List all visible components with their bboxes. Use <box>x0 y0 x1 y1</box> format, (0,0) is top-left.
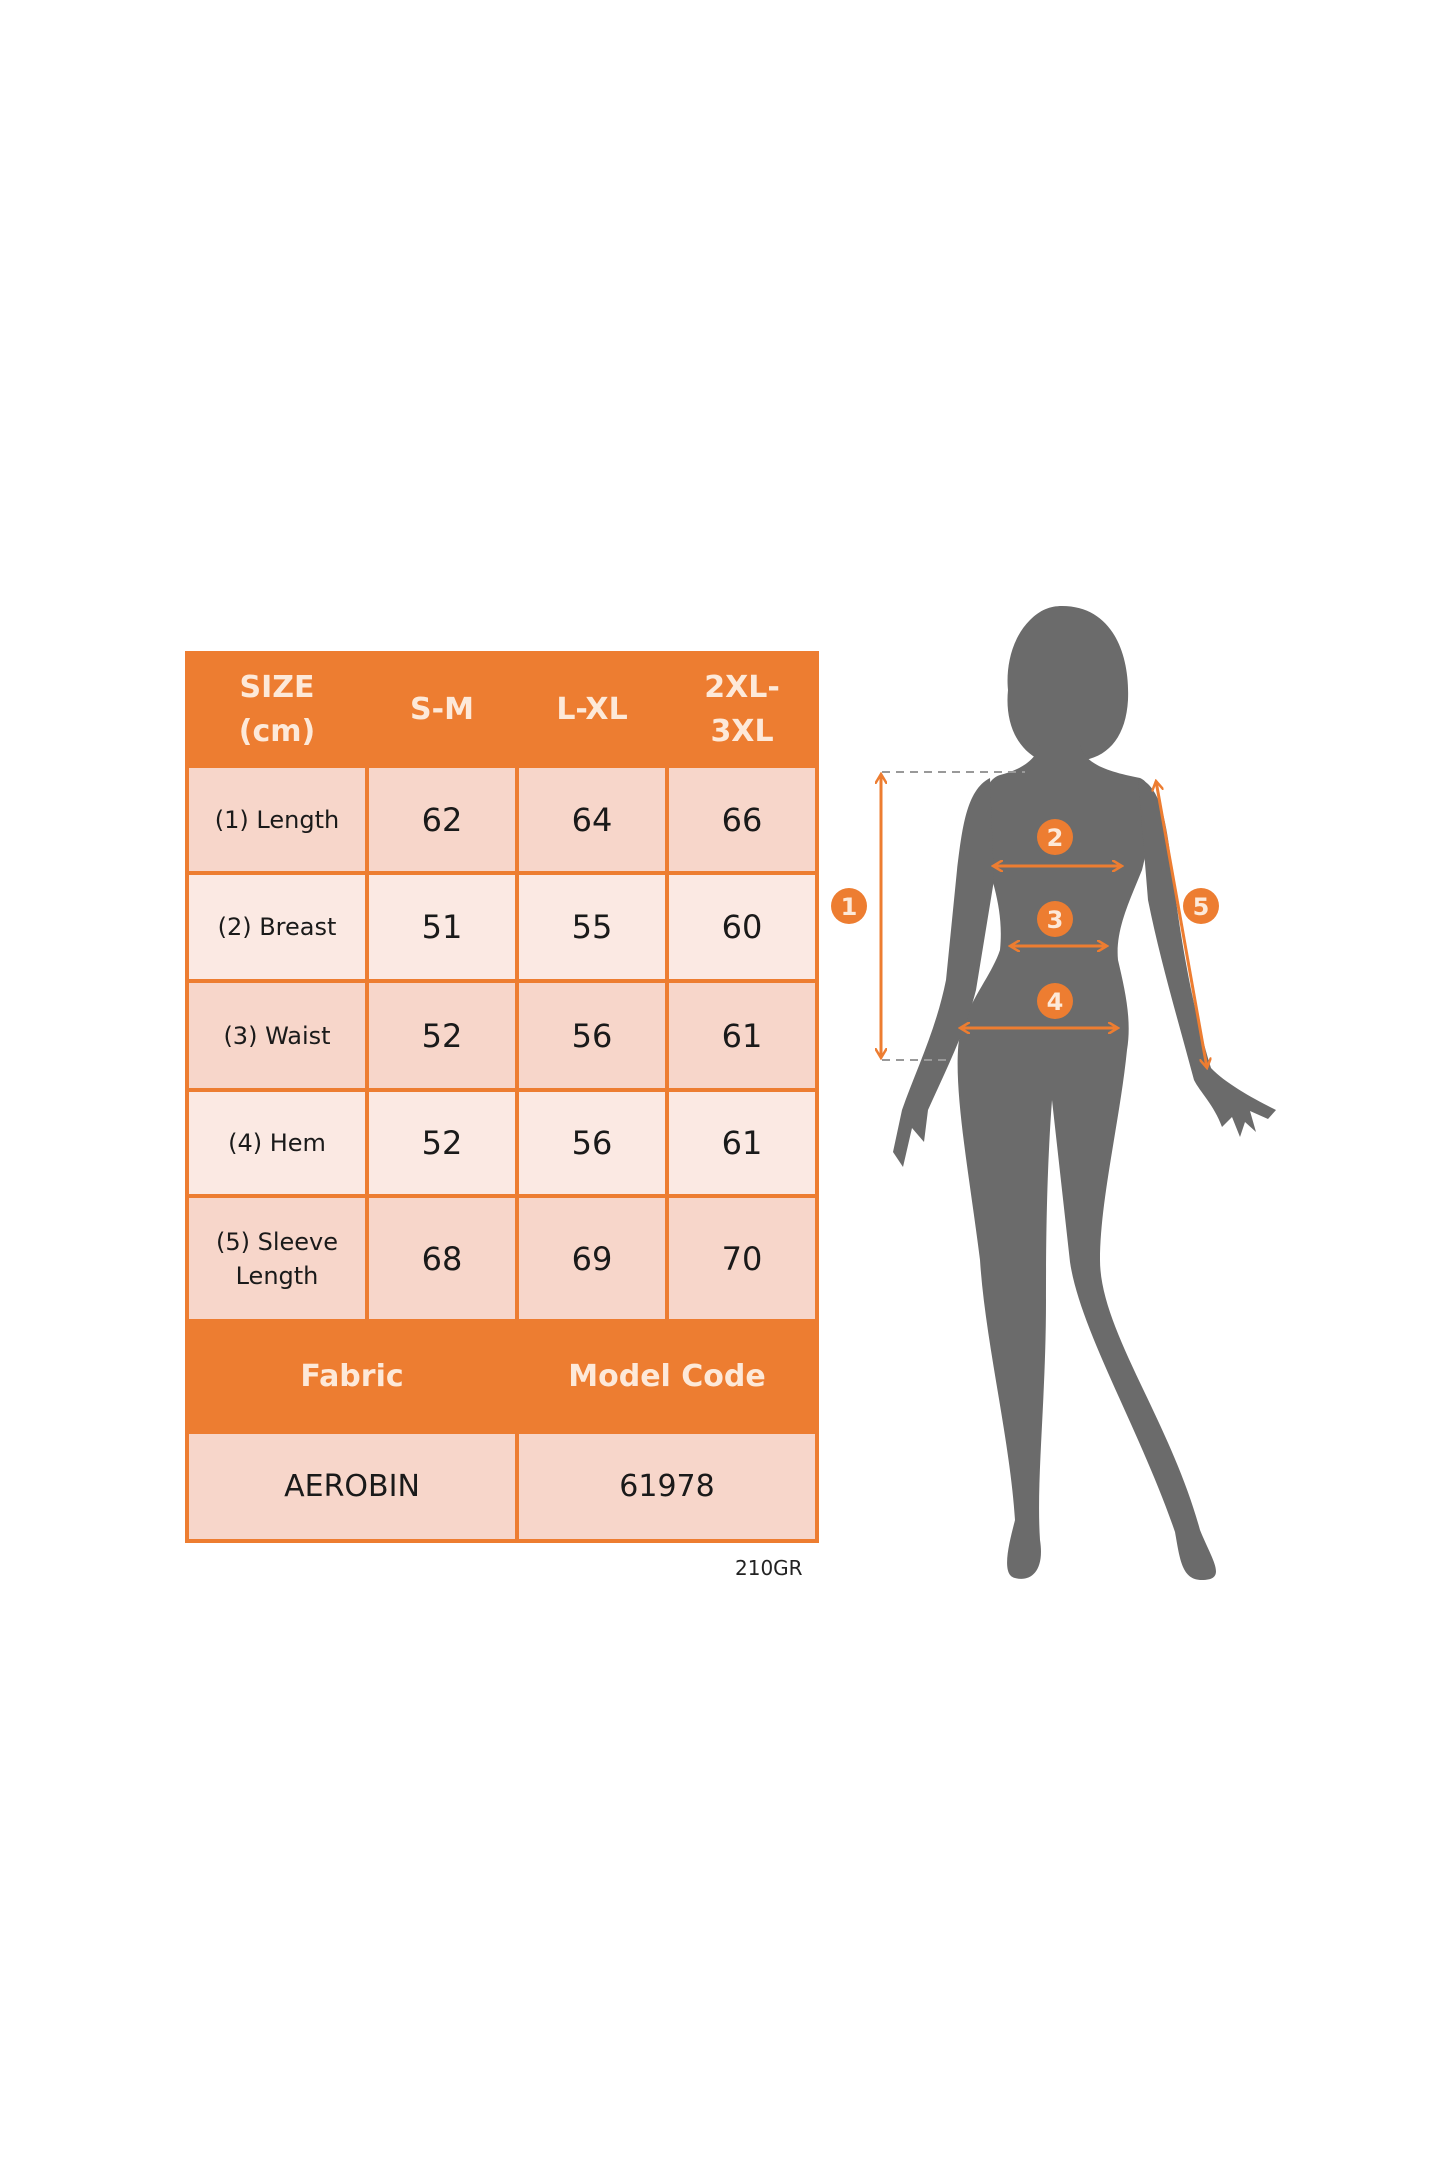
marker-label: 4 <box>1047 988 1064 1016</box>
marker-3: 3 <box>1037 901 1073 937</box>
table-cell: 56 <box>515 1088 669 1198</box>
table-row: (3) Waist 52 56 61 <box>185 979 819 1092</box>
row-label: (2) Breast <box>185 871 369 983</box>
row-label: (1) Length <box>185 764 369 875</box>
guide-lines <box>882 771 1025 1061</box>
size-chart-table: SIZE (cm) S-M L-XL 2XL- 3XL (1) Length 62 … <box>185 651 819 1543</box>
measurement-arrows <box>881 774 1207 1068</box>
size-2xl-3xl-header: 2XL- 3XL <box>665 651 819 768</box>
table-cell: 61 <box>665 979 819 1092</box>
model-code-value: 61978 <box>515 1430 819 1543</box>
table-cell: 55 <box>515 871 669 983</box>
sleeve-arrow <box>1156 781 1207 1068</box>
silhouette <box>893 606 1276 1580</box>
marker-4: 4 <box>1037 983 1073 1019</box>
table-cell: 51 <box>365 871 519 983</box>
table-cell: 70 <box>665 1194 819 1323</box>
torso-legs-shape <box>957 745 1216 1580</box>
row-label: (4) Hem <box>185 1088 369 1198</box>
table-cell: 62 <box>365 764 519 875</box>
row-label: (3) Waist <box>185 979 369 1092</box>
head-shape <box>1007 606 1129 760</box>
size-s-m-header: S-M <box>365 651 519 768</box>
marker-2: 2 <box>1037 819 1073 855</box>
table-cell: 64 <box>515 764 669 875</box>
footer-code: 210GR <box>735 1556 803 1580</box>
row-label: (5) Sleeve Length <box>185 1194 369 1323</box>
table-row: (2) Breast 51 55 60 <box>185 871 819 983</box>
info-value-row: AEROBIN 61978 <box>185 1430 819 1543</box>
size-unit-header: SIZE (cm) <box>185 651 369 768</box>
size3-line1: 2XL- <box>704 669 780 705</box>
marker-label: 1 <box>841 893 858 921</box>
table-cell: 60 <box>665 871 819 983</box>
table-header-row: SIZE (cm) S-M L-XL 2XL- 3XL <box>185 651 819 768</box>
table-cell: 68 <box>365 1194 519 1323</box>
table-row: (1) Length 62 64 66 <box>185 764 819 875</box>
fabric-header: Fabric <box>185 1319 519 1434</box>
table-cell: 52 <box>365 979 519 1092</box>
size-header-line2: (cm) <box>238 713 316 749</box>
marker-label: 2 <box>1047 824 1064 852</box>
model-code-header: Model Code <box>515 1319 819 1434</box>
table-cell: 56 <box>515 979 669 1092</box>
table-cell: 61 <box>665 1088 819 1198</box>
left-arm-shape <box>893 778 994 1167</box>
table-cell: 66 <box>665 764 819 875</box>
info-header-row: Fabric Model Code <box>185 1319 819 1434</box>
table-row: (5) Sleeve Length 68 69 70 <box>185 1194 819 1323</box>
size3-line2: 3XL <box>710 713 774 749</box>
table-cell: 69 <box>515 1194 669 1323</box>
table-cell: 52 <box>365 1088 519 1198</box>
marker-label: 5 <box>1193 893 1210 921</box>
right-arm-shape <box>1138 778 1276 1137</box>
marker-label: 3 <box>1047 906 1064 934</box>
marker-5: 5 <box>1183 888 1219 924</box>
marker-1: 1 <box>831 888 867 924</box>
table-row: (4) Hem 52 56 61 <box>185 1088 819 1198</box>
size-header-line1: SIZE <box>239 669 315 705</box>
fabric-value: AEROBIN <box>185 1430 519 1543</box>
size-l-xl-header: L-XL <box>515 651 669 768</box>
row-label-line2: Length <box>235 1261 319 1290</box>
row-label-line1: (5) Sleeve <box>215 1227 339 1256</box>
